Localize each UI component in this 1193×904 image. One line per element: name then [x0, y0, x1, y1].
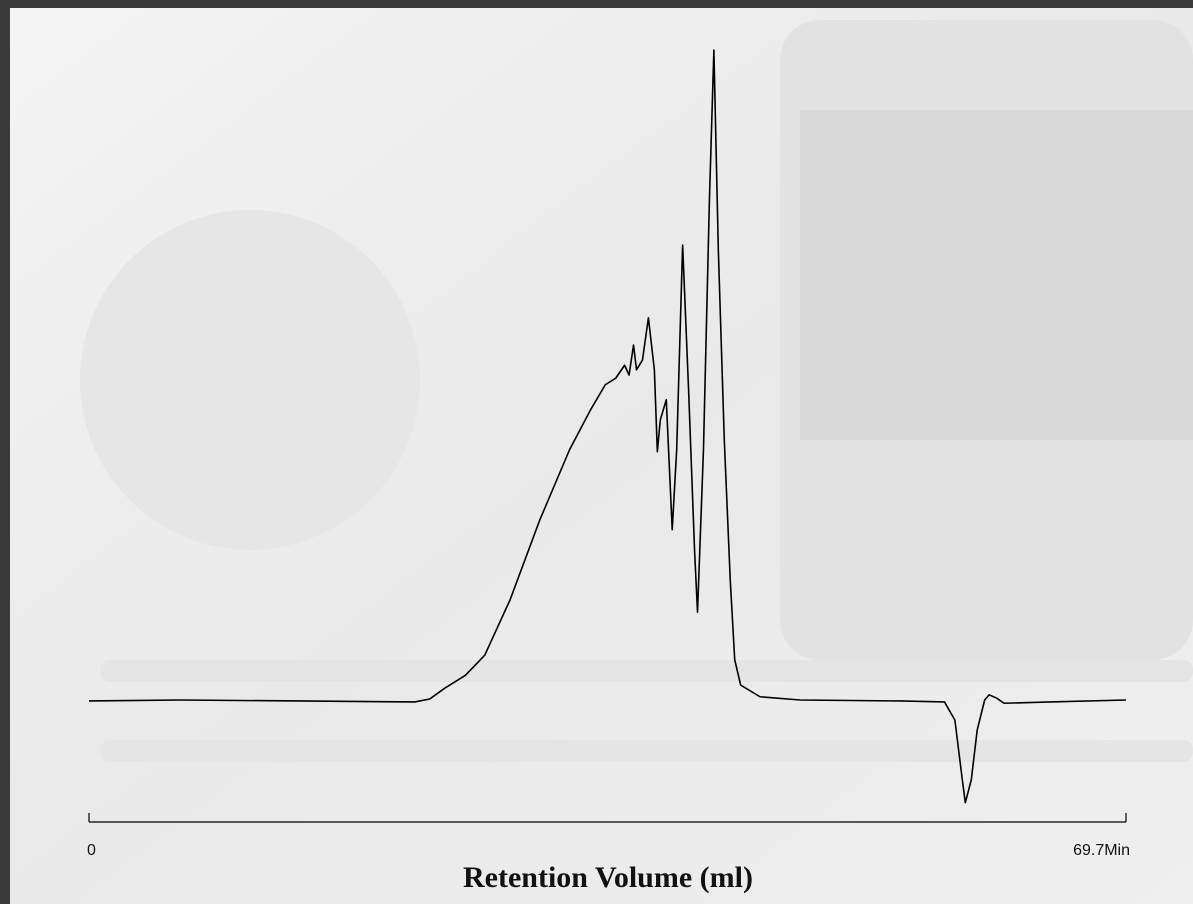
rod-shape	[100, 740, 1193, 762]
x-tick-label: 69.7Min	[1073, 842, 1130, 859]
label-shape	[800, 110, 1193, 440]
x-axis-title: Retention Volume (ml)	[463, 861, 753, 894]
x-tick-label: 0	[87, 842, 96, 859]
fitting-shape	[80, 210, 420, 550]
rod-shape	[100, 660, 1193, 682]
trace-line	[88, 49, 1127, 804]
